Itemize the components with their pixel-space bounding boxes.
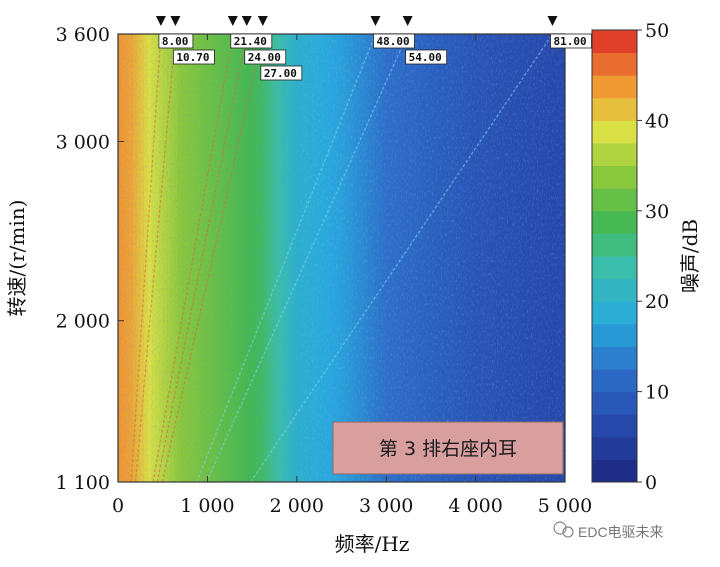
colorbar-swatch <box>592 75 637 99</box>
colorbar-swatch <box>592 391 637 415</box>
x-tick-label: 2 000 <box>270 495 324 517</box>
colorbar-swatch <box>592 256 637 280</box>
order-marker-triangle <box>257 16 268 26</box>
colorbar-tick-label: 20 <box>645 291 669 313</box>
colorbar-tick-label: 40 <box>645 110 669 132</box>
x-axis: 0 1 000 2 000 3 000 4 000 5 000 <box>112 34 592 517</box>
colorbar-swatch <box>592 188 637 212</box>
colorbar-tick-label: 50 <box>645 20 669 42</box>
colorbar-swatch <box>592 301 637 325</box>
order-marker-label: 54.00 <box>409 51 442 64</box>
order-marker-box <box>244 49 287 65</box>
order-marker-label: 8.00 <box>162 35 189 48</box>
order-marker-label: 21.40 <box>234 35 267 48</box>
colorbar-swatch <box>592 120 637 144</box>
order-line <box>205 34 409 482</box>
order-line <box>152 34 234 482</box>
heatmap-texture <box>118 34 565 482</box>
order-marker-box <box>260 65 303 81</box>
order-marker-label: 10.70 <box>176 51 209 64</box>
x-axis-title: 频率/Hz <box>335 532 410 556</box>
order-lines <box>130 34 554 482</box>
x-tick-label: 1 000 <box>180 495 234 517</box>
colorbar-swatch <box>592 369 637 393</box>
watermark: EDC电驱未来 <box>553 521 664 540</box>
colorbar-swatch <box>592 233 637 257</box>
order-marker-label: 27.00 <box>264 67 297 80</box>
order-marker-triangle <box>170 16 181 26</box>
order-marker-triangle <box>227 16 238 26</box>
colorbar-swatch <box>592 278 637 302</box>
colorbar-tick-label: 10 <box>645 382 669 404</box>
order-marker-triangle <box>241 16 252 26</box>
x-tick-label: 4 000 <box>448 495 502 517</box>
colorbar-swatch <box>592 436 637 460</box>
colorbar-swatch <box>592 323 637 347</box>
colorbar-ticks: 0 10 20 30 40 50 <box>637 20 669 494</box>
y-tick-label: 3 000 <box>56 132 110 154</box>
colorbar-swatch <box>592 97 637 121</box>
colorbar-swatch <box>592 346 637 370</box>
y-axis-title: 转速/(r/min) <box>5 200 29 317</box>
order-marker-box <box>373 33 415 49</box>
plot-area: 0 1 000 2 000 3 000 4 000 5 000 1 100 2 000 3 0… <box>56 16 592 517</box>
order-line <box>156 34 248 482</box>
order-marker-box <box>230 33 273 49</box>
plot-frame <box>117 33 566 483</box>
order-line <box>196 34 377 482</box>
annotation-label: 第 3 排右座内耳 <box>379 438 517 460</box>
colorbar-swatch <box>592 165 637 189</box>
order-marker-triangle <box>547 16 558 26</box>
y-tick-label: 3 600 <box>56 24 110 46</box>
colorbar-frame <box>591 29 638 483</box>
order-marker-box <box>172 49 215 65</box>
order-marker-triangle <box>370 16 381 26</box>
order-marker-label: 24.00 <box>248 51 281 64</box>
colorbar-swatches <box>592 30 637 483</box>
x-tick-label: 5 000 <box>538 495 592 517</box>
watermark-text: EDC电驱未来 <box>578 524 664 540</box>
order-marker-box <box>405 49 448 65</box>
colorbar-swatch <box>592 414 637 438</box>
order-marker-box <box>158 33 194 49</box>
order-marker-triangle <box>155 16 166 26</box>
x-tick-label: 0 <box>112 495 124 517</box>
colorbar-swatch <box>592 459 637 483</box>
colorbar-swatch <box>592 30 637 54</box>
order-line <box>250 34 554 482</box>
colorbar: 0 10 20 30 40 50 噪声/dB <box>591 20 702 494</box>
annotation-panel: 第 3 排右座内耳 <box>332 421 564 475</box>
order-marker-label: 48.00 <box>376 35 409 48</box>
y-tick-label: 1 100 <box>56 472 110 494</box>
colorbar-tick-label: 0 <box>645 472 657 494</box>
y-tick-label: 2 000 <box>56 311 110 333</box>
order-line <box>161 34 264 482</box>
x-tick-label: 3 000 <box>359 495 413 517</box>
order-marker-label: 81.00 <box>553 35 586 48</box>
y-axis: 1 100 2 000 3 000 3 600 <box>56 24 124 494</box>
order-marker-triangle <box>402 16 413 26</box>
wechat-icon <box>553 521 574 538</box>
colorbar-swatch <box>592 210 637 234</box>
colorbar-swatch <box>592 52 637 76</box>
order-marker-box <box>550 33 592 49</box>
colorbar-tick-label: 30 <box>645 201 669 223</box>
colorbar-swatch <box>592 143 637 167</box>
colorbar-label: 噪声/dB <box>678 219 702 293</box>
